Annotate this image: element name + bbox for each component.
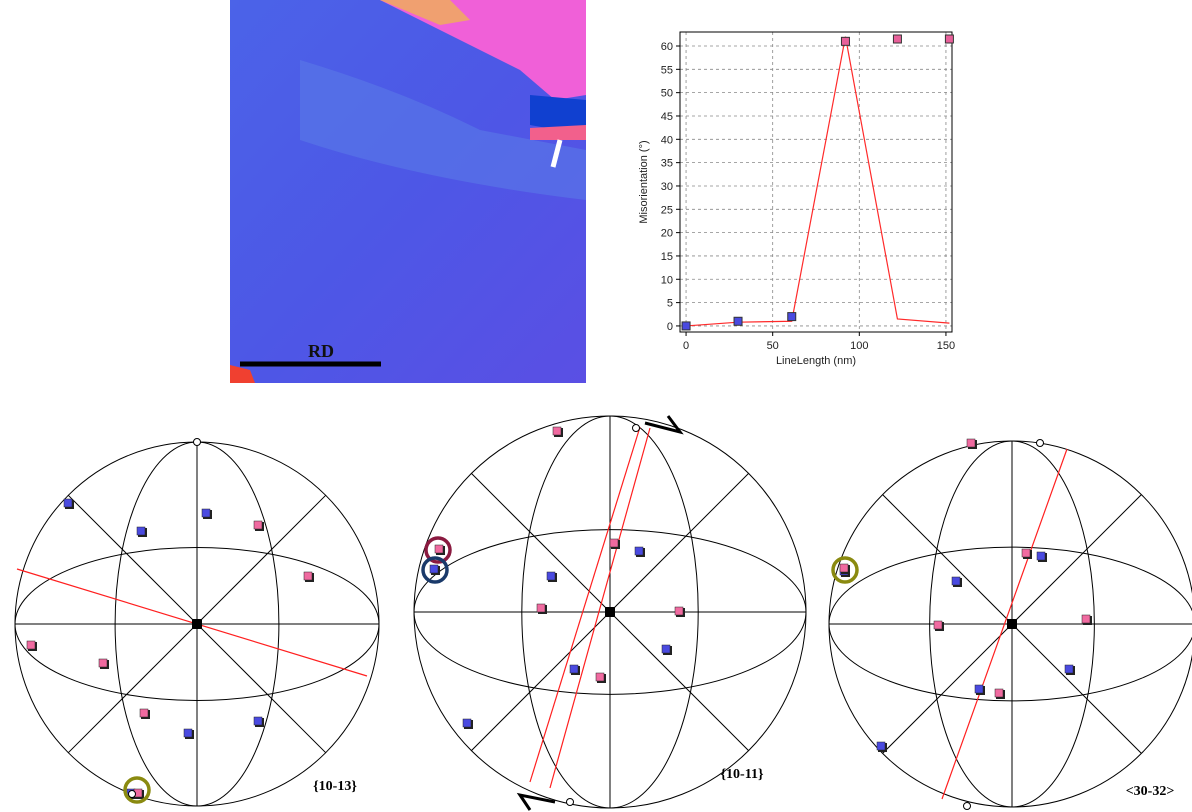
pole-point	[552, 426, 562, 436]
y-tick-label: 0	[667, 321, 673, 333]
line-chart: 0 5 10 15 20 25 30 35 40 45 50 55 60 0 50 100 150 LineLen…	[638, 31, 955, 367]
highlight-ring	[123, 776, 151, 804]
y-tick-label: 40	[661, 134, 673, 146]
y-tick-label: 50	[661, 88, 673, 100]
y-tick-label: 15	[661, 251, 673, 263]
pole-point	[253, 520, 263, 530]
pole-point	[429, 564, 439, 574]
map-grain	[230, 365, 255, 383]
scale-label: RD	[308, 341, 334, 361]
data-marker	[840, 36, 850, 46]
pole-point	[876, 741, 886, 751]
map-band	[300, 60, 586, 200]
pole-point	[634, 546, 644, 556]
pole-point	[595, 672, 605, 682]
pole-point	[63, 498, 73, 508]
pole-center	[1007, 619, 1017, 629]
great-circle	[14, 547, 380, 701]
pole-point	[1036, 551, 1046, 561]
data-marker	[681, 321, 691, 331]
x-tick-label: 100	[850, 340, 868, 352]
trace-line	[549, 427, 651, 789]
pole-point	[933, 620, 943, 630]
pole-point	[201, 508, 211, 518]
trace-line	[529, 426, 641, 783]
shear-arrow	[516, 792, 556, 811]
pole-label: {10-11}	[721, 767, 764, 782]
trace-line	[941, 448, 1068, 800]
pole-marker	[193, 438, 201, 446]
data-marker	[944, 34, 954, 44]
pole-point	[98, 658, 108, 668]
y-tick-label: 60	[661, 41, 673, 53]
great-circle	[521, 415, 699, 809]
pole-point	[546, 571, 556, 581]
pole-point	[674, 606, 684, 616]
data-marker	[892, 34, 902, 44]
pole-marker	[963, 802, 971, 810]
y-tick-label: 20	[661, 228, 673, 240]
pole-point	[661, 644, 671, 654]
data-marker	[733, 316, 743, 326]
data-marker	[787, 312, 797, 322]
pole-point	[966, 438, 976, 448]
pole-point	[303, 571, 313, 581]
pole-point	[1081, 614, 1091, 624]
x-tick-label: 0	[683, 340, 689, 352]
highlight-ring	[421, 556, 449, 584]
map-grain	[530, 125, 586, 140]
pole-label: {10-13}	[313, 779, 357, 794]
pole-point	[839, 563, 849, 573]
data-line	[686, 36, 950, 327]
pole-point	[609, 538, 619, 548]
x-tick-label: 50	[767, 340, 779, 352]
pole-point	[536, 603, 546, 613]
pole-point	[462, 718, 472, 728]
pole-marker	[128, 790, 136, 798]
great-circle	[929, 440, 1095, 808]
pole-point	[183, 728, 193, 738]
great-circle	[413, 529, 807, 695]
pole-center	[605, 607, 615, 617]
pole-point	[951, 576, 961, 586]
pole-point	[139, 708, 149, 718]
map-grain	[530, 95, 586, 135]
y-tick-label: 30	[661, 181, 673, 193]
highlight-ring	[424, 536, 452, 564]
pole-point	[994, 688, 1004, 698]
pole-marker	[566, 798, 574, 806]
y-tick-label: 25	[661, 204, 673, 216]
map-grain	[380, 0, 586, 100]
y-tick-label: 5	[667, 298, 673, 310]
pole-point	[1021, 548, 1031, 558]
pole-marker	[1036, 439, 1044, 447]
y-tick-label: 55	[661, 64, 673, 76]
x-tick-label: 150	[937, 340, 955, 352]
shear-arrow	[644, 415, 684, 435]
pole-point	[253, 716, 263, 726]
x-axis-label: LineLength (nm)	[776, 355, 856, 367]
pole-point	[569, 664, 579, 674]
great-circle	[828, 546, 1192, 702]
pole-marker	[632, 424, 640, 432]
highlight-ring	[831, 556, 859, 584]
pole-label: <30-32>	[1126, 784, 1175, 799]
pole-center	[192, 619, 202, 629]
pole-figures: {10-13} {10-11} <30-32>	[14, 415, 1192, 811]
line-scan	[550, 139, 563, 168]
pole-point	[974, 684, 984, 694]
map-grain	[380, 0, 470, 25]
y-tick-label: 45	[661, 111, 673, 123]
orientation-map: RD	[230, 0, 586, 383]
pole-point	[26, 640, 36, 650]
pole-point	[1064, 664, 1074, 674]
y-axis-label: Misorientation (°)	[638, 140, 650, 223]
pole-point	[136, 526, 146, 536]
y-tick-label: 35	[661, 158, 673, 170]
pole-point	[434, 544, 444, 554]
plot-frame	[679, 31, 953, 333]
y-tick-label: 10	[661, 274, 673, 286]
